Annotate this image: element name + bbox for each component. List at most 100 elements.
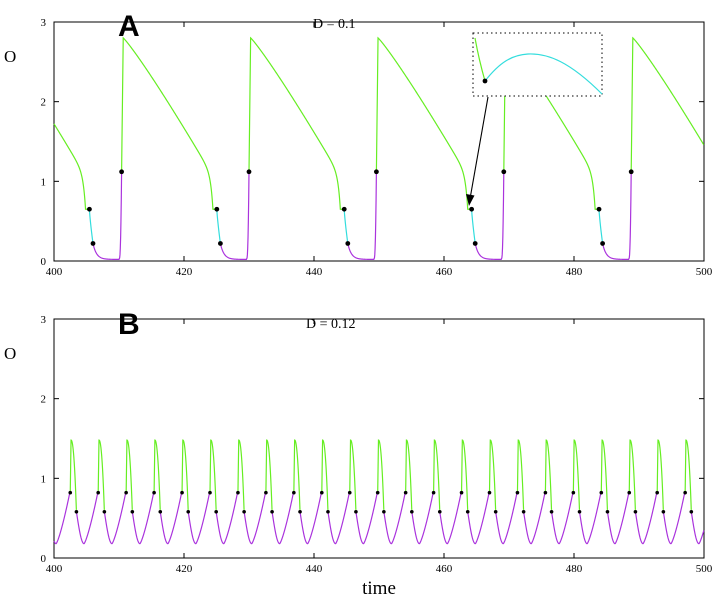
x-tick-label: 420 xyxy=(176,563,193,575)
panel-b-label: B xyxy=(118,308,140,341)
panel-b-lower-segment xyxy=(383,492,406,545)
panel-b-upper-segment xyxy=(69,439,77,510)
panel-b-marker xyxy=(292,490,296,495)
x-tick-label: 400 xyxy=(46,266,63,278)
x-tick-label: 500 xyxy=(696,563,713,575)
panel-b-upper-segment xyxy=(488,439,497,510)
panel-a-marker xyxy=(472,241,478,246)
panel-a-marker xyxy=(218,241,223,246)
panel-a-recovery-segment xyxy=(219,171,250,261)
panel-a-marker xyxy=(628,169,634,175)
panel-b-upper-segment xyxy=(293,439,301,510)
panel-a-marker xyxy=(374,169,379,175)
panel-b-marker xyxy=(158,509,163,514)
panel-b-marker xyxy=(375,490,380,495)
panel-b-marker xyxy=(410,509,414,514)
panel-a-marker xyxy=(87,206,92,212)
panel-b-marker xyxy=(96,490,100,495)
panel-b-upper-segment xyxy=(181,439,189,510)
panel-b-marker xyxy=(571,490,576,495)
panel-b-lower-segment xyxy=(662,492,686,545)
panel-b-marker xyxy=(605,509,610,514)
panel-a-transition-segment xyxy=(216,209,221,244)
panel-b-marker xyxy=(515,490,520,495)
panel-b-marker xyxy=(320,490,324,495)
panel-b-lower-segment xyxy=(75,492,99,545)
panel-a-marker xyxy=(341,206,347,212)
panel-b-lower-segment xyxy=(215,492,239,545)
panel-b-lower-segment xyxy=(690,511,705,545)
panel-a-curve xyxy=(53,36,705,261)
panel-a-marker xyxy=(90,241,96,246)
panel-a-recovery-segment xyxy=(474,171,505,261)
panel-b-title: D = 0.12 xyxy=(306,317,356,332)
panel-a-recovery-segment xyxy=(347,171,377,261)
panel-b-upper-segment xyxy=(153,439,161,510)
y-tick-label: 2 xyxy=(41,394,47,406)
y-tick-label: 2 xyxy=(41,97,47,109)
panel-b-lower-segment xyxy=(53,492,71,545)
panel-b-upper-segment xyxy=(460,439,469,510)
panel-b-upper-segment xyxy=(265,439,273,510)
panel-b-lower-segment xyxy=(523,492,546,545)
panel-b-marker xyxy=(298,509,302,514)
y-tick-label: 1 xyxy=(41,473,47,485)
inset-arrow xyxy=(469,96,489,197)
panel-b-upper-segment xyxy=(377,439,385,510)
y-tick-label: 0 xyxy=(41,553,47,565)
panel-b-marker xyxy=(661,509,666,514)
panel-b-marker xyxy=(242,509,246,514)
panel-a-marker xyxy=(246,169,252,175)
panel-a-marker xyxy=(600,241,605,246)
panel-a-markers xyxy=(87,169,634,246)
panel-b-lower-segment xyxy=(271,492,295,545)
panel-b-marker xyxy=(543,490,548,495)
panel-b-marker xyxy=(487,490,492,495)
panel-a-ticks: 400 420 440 460 480 500 0 1 2 3 xyxy=(41,17,713,278)
panel-b-upper-segment xyxy=(656,439,664,510)
panel-b-lower-segment xyxy=(131,492,155,545)
panel-b-marker xyxy=(403,490,408,495)
panel-b-upper-segment xyxy=(237,439,245,510)
panel-a-marker xyxy=(596,206,602,212)
panel-b-marker xyxy=(347,490,352,495)
panel-b: B D = 0.12 O time 400 420 440 460 480 500 0 1 2 3 xyxy=(4,308,713,599)
panel-b-markers xyxy=(68,490,694,514)
y-tick-label: 0 xyxy=(41,256,47,268)
panel-b-marker xyxy=(180,490,184,495)
panel-b-ylabel: O xyxy=(4,344,16,363)
panel-a-marker xyxy=(214,206,220,212)
inset-marker xyxy=(482,78,488,84)
panel-b-lower-segment xyxy=(467,492,490,545)
panel-b-upper-segment xyxy=(572,439,581,510)
panel-b-upper-segment xyxy=(600,439,609,510)
y-tick-label: 3 xyxy=(41,314,47,326)
panel-b-lower-segment xyxy=(187,492,211,545)
panel-b-curve xyxy=(53,439,705,545)
x-tick-label: 400 xyxy=(46,563,63,575)
panel-a-transition-segment xyxy=(598,209,604,244)
panel-b-lower-segment xyxy=(439,492,462,545)
panel-b-upper-segment xyxy=(684,439,692,510)
panel-a-title: D = 0.1 xyxy=(313,17,356,32)
panel-b-upper-segment xyxy=(544,439,553,510)
panel-a-label: A xyxy=(118,10,140,43)
panel-b-lower-segment xyxy=(550,492,574,545)
panel-b-lower-segment xyxy=(495,492,518,545)
panel-a-transition-segment xyxy=(343,209,349,244)
panel-b-upper-segment xyxy=(516,439,525,510)
panel-b-marker xyxy=(549,509,554,514)
panel-b-upper-segment xyxy=(209,439,217,510)
panel-b-xlabel: time xyxy=(362,578,396,599)
panel-a-marker xyxy=(119,169,124,175)
x-tick-label: 480 xyxy=(566,563,583,575)
panel-b-marker xyxy=(264,490,268,495)
x-tick-label: 500 xyxy=(696,266,713,278)
panel-b-lower-segment xyxy=(578,492,602,545)
panel-b-marker xyxy=(214,509,218,514)
panel-a: A D = 0.1 O 400 420 440 460 480 500 0 1 2 3 xyxy=(4,10,713,278)
panel-b-lower-segment xyxy=(606,492,630,545)
panel-b-upper-segment xyxy=(628,439,636,510)
panel-b-upper-segment xyxy=(405,439,413,510)
